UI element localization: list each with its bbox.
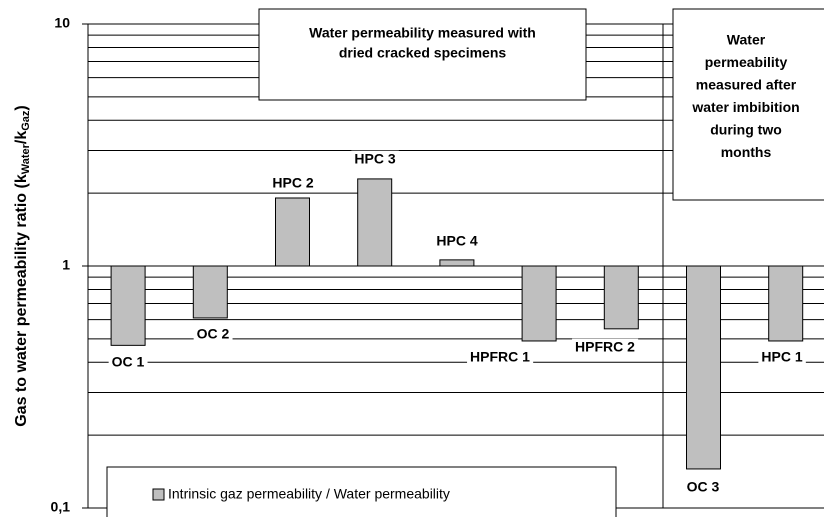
annotation-text: Water permeability measured with xyxy=(309,25,536,41)
annotation-text: water imbibition xyxy=(691,99,799,115)
bar xyxy=(768,265,804,342)
y-axis-label: Gas to water permeability ratio (kWater/… xyxy=(13,105,32,427)
legend-box xyxy=(106,466,617,517)
annotation-text: Water xyxy=(727,31,766,47)
bar xyxy=(357,178,393,267)
label-bg xyxy=(351,150,399,167)
category-label: HPC 1 xyxy=(761,349,802,365)
bar xyxy=(110,265,146,346)
category-label: HPC 2 xyxy=(272,175,313,191)
category-label: OC 1 xyxy=(112,354,145,370)
label-bg xyxy=(193,325,233,342)
label-bg xyxy=(467,348,534,365)
category-label: HPFRC 2 xyxy=(575,339,635,355)
y-tick-label: 1 xyxy=(62,257,70,273)
y-tick-label: 0,1 xyxy=(51,499,71,515)
category-label: OC 3 xyxy=(687,479,720,495)
legend-swatch xyxy=(152,488,165,501)
category-label: HPC 3 xyxy=(354,151,395,167)
bar xyxy=(439,259,475,267)
legend-text: Intrinsic gaz permeability / Water perme… xyxy=(168,486,450,502)
label-bg xyxy=(572,338,639,355)
label-bg xyxy=(683,478,723,495)
annotation-text: during two xyxy=(710,121,782,137)
annotation-text: permeability xyxy=(705,54,788,70)
annotation-box xyxy=(672,8,824,201)
annotation-text: measured after xyxy=(696,76,797,92)
label-bg xyxy=(269,174,317,191)
category-label: HPC 4 xyxy=(436,233,477,249)
label-bg xyxy=(433,232,481,249)
bar xyxy=(603,265,639,330)
category-label: HPFRC 1 xyxy=(470,349,530,365)
category-label: OC 2 xyxy=(197,326,230,342)
annotation-text: months xyxy=(721,144,772,160)
label-bg xyxy=(108,353,148,370)
y-tick-label: 10 xyxy=(54,15,70,31)
label-bg xyxy=(758,348,806,365)
bar xyxy=(686,265,721,470)
bar xyxy=(275,197,310,267)
bar xyxy=(521,265,557,342)
annotation-box xyxy=(258,8,587,101)
bar xyxy=(192,265,228,319)
annotation-text: dried cracked specimens xyxy=(339,45,507,61)
